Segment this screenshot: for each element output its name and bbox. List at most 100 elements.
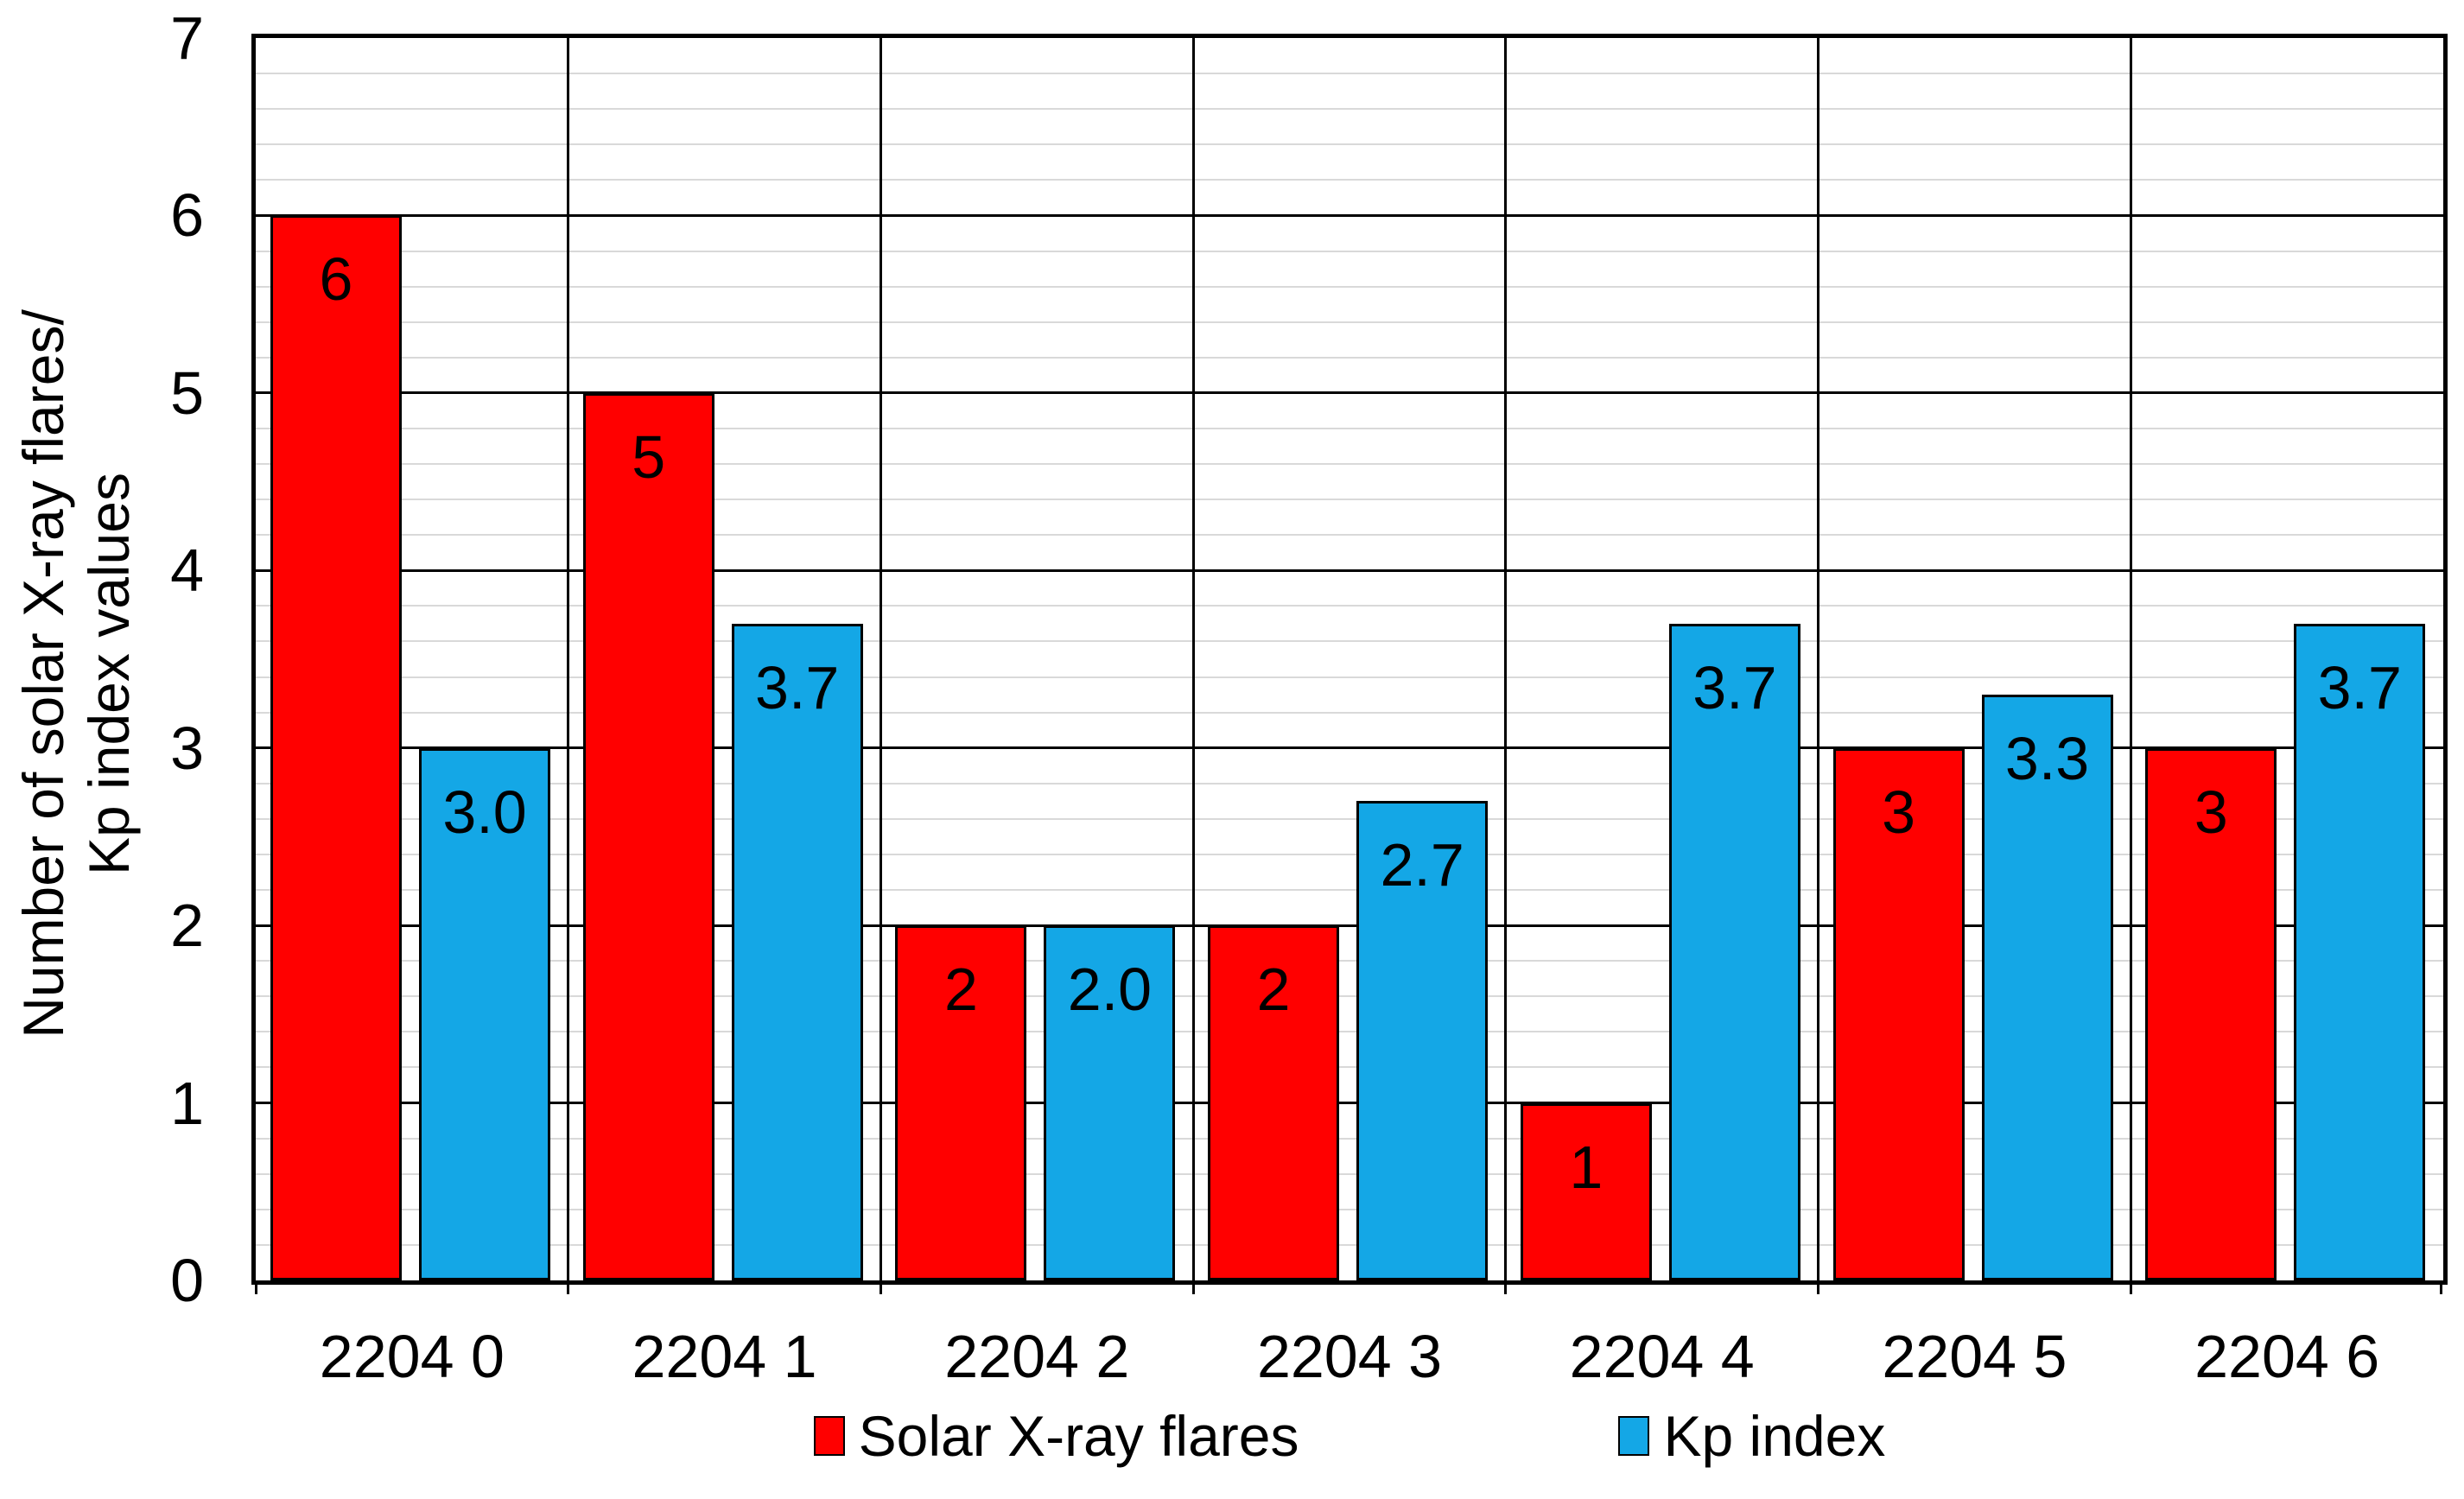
- minor-gridline: [256, 250, 2443, 252]
- minor-gridline: [256, 1137, 2443, 1140]
- minor-gridline: [256, 782, 2443, 784]
- minor-gridline: [256, 711, 2443, 714]
- x-axis-category-label-2204-6: 2204 6: [2194, 1323, 2380, 1390]
- bar-data-label-kp-index-2204-1: 3.7: [755, 653, 840, 721]
- y-axis-tick-label-6: 6: [170, 181, 204, 250]
- minor-gridline: [256, 1031, 2443, 1033]
- minor-gridline: [256, 179, 2443, 181]
- legend-swatch-kp-index: [1618, 1416, 1650, 1456]
- legend-label-solar-x-ray-flares: Solar X-ray flares: [858, 1404, 1299, 1468]
- major-gridline: [256, 391, 2443, 395]
- x-axis-tick-mark: [1817, 1280, 1820, 1294]
- bar-kp-index-2204-1: [731, 623, 863, 1280]
- bar-data-label-solar-x-ray-flares-2204-5: 3: [1882, 778, 1916, 846]
- x-axis-category-label-2204-0: 2204 0: [319, 1323, 505, 1390]
- legend: Solar X-ray flares Kp index: [256, 1393, 2443, 1479]
- y-axis-title-line2: Kp index values: [77, 473, 141, 875]
- minor-gridline: [256, 605, 2443, 607]
- x-axis-tick-mark: [1191, 1280, 1195, 1294]
- bar-data-label-kp-index-2204-2: 2.0: [1067, 956, 1153, 1024]
- y-axis-tick-label-7: 7: [170, 4, 204, 72]
- minor-gridline: [256, 853, 2443, 855]
- x-axis-category-label-2204-4: 2204 4: [1569, 1323, 1755, 1390]
- y-axis-tick-label-4: 4: [170, 537, 204, 605]
- bar-data-label-kp-index-2204-0: 3.0: [442, 778, 527, 846]
- y-axis-tick-label-2: 2: [170, 892, 204, 960]
- bar-data-label-solar-x-ray-flares-2204-6: 3: [2194, 778, 2228, 846]
- y-axis-tick-label-0: 0: [170, 1247, 204, 1314]
- bar-data-label-kp-index-2204-5: 3.3: [2004, 725, 2090, 793]
- major-gridline: [256, 746, 2443, 750]
- plot-area: 6 5 2 2 1 3 3 3.0 3.7 2.0 2.7 3.7 3.3 3.7: [251, 34, 2448, 1294]
- bar-solar-x-ray-flares-2204-5: [1832, 747, 1965, 1280]
- category-separator-gridline: [1817, 38, 1820, 1280]
- bar-kp-index-2204-3: [1356, 801, 1489, 1280]
- bar-solar-x-ray-flares-2204-4: [1520, 1102, 1652, 1280]
- minor-gridline: [256, 534, 2443, 537]
- bar-solar-x-ray-flares-2204-3: [1208, 925, 1340, 1280]
- y-axis-tick-label-5: 5: [170, 359, 204, 427]
- y-axis-tick-label-3: 3: [170, 714, 204, 782]
- category-separator-gridline: [2129, 38, 2132, 1280]
- bar-kp-index-2204-5: [1981, 695, 2113, 1280]
- category-separator-gridline: [879, 38, 882, 1280]
- x-axis-tick-mark: [567, 1280, 570, 1294]
- minor-gridline: [256, 817, 2443, 820]
- category-separator-gridline: [1191, 38, 1195, 1280]
- bar-data-label-kp-index-2204-3: 2.7: [1380, 831, 1464, 899]
- bar-data-label-kp-index-2204-6: 3.7: [2317, 653, 2402, 721]
- legend-item-kp-index: Kp index: [1618, 1404, 1885, 1468]
- x-axis-tick-mark: [254, 1280, 257, 1294]
- minor-gridline: [256, 960, 2443, 962]
- bar-data-label-solar-x-ray-flares-2204-2: 2: [943, 956, 978, 1024]
- minor-gridline: [256, 143, 2443, 146]
- x-axis-tick-mark: [2439, 1280, 2442, 1294]
- major-gridline: [256, 924, 2443, 927]
- major-gridline: [256, 1102, 2443, 1105]
- x-axis-tick-mark: [2129, 1280, 2132, 1294]
- x-axis-tick-mark: [1504, 1280, 1508, 1294]
- x-axis-category-label-2204-1: 2204 1: [632, 1323, 817, 1390]
- minor-gridline: [256, 889, 2443, 892]
- x-axis-category-label-2204-3: 2204 3: [1256, 1323, 1443, 1390]
- bar-kp-index-2204-0: [419, 747, 550, 1280]
- x-axis-category-label-2204-2: 2204 2: [944, 1323, 1130, 1390]
- minor-gridline: [256, 285, 2443, 288]
- bar-solar-x-ray-flares-2204-2: [895, 925, 1027, 1280]
- x-axis-category-label-2204-5: 2204 5: [1882, 1323, 2067, 1390]
- x-axis-tick-mark: [879, 1280, 882, 1294]
- bar-data-label-solar-x-ray-flares-2204-4: 1: [1569, 1133, 1604, 1201]
- bar-data-label-kp-index-2204-4: 3.7: [1692, 653, 1777, 721]
- minor-gridline: [256, 463, 2443, 466]
- minor-gridline: [256, 1066, 2443, 1069]
- bar-data-label-solar-x-ray-flares-2204-3: 2: [1256, 956, 1291, 1024]
- bar-data-label-solar-x-ray-flares-2204-1: 5: [632, 422, 666, 491]
- minor-gridline: [256, 321, 2443, 323]
- legend-label-kp-index: Kp index: [1663, 1404, 1886, 1468]
- y-axis-title: Number of solar X-ray flares/ Kp index v…: [10, 309, 142, 1039]
- minor-gridline: [256, 676, 2443, 678]
- minor-gridline: [256, 1172, 2443, 1175]
- major-gridline: [256, 213, 2443, 217]
- bar-solar-x-ray-flares-2204-0: [270, 215, 402, 1280]
- y-axis-tick-label-1: 1: [170, 1069, 204, 1137]
- bar-kp-index-2204-4: [1668, 623, 1800, 1280]
- minor-gridline: [256, 499, 2443, 501]
- minor-gridline: [256, 108, 2443, 111]
- bar-solar-x-ray-flares-2204-6: [2145, 747, 2277, 1280]
- legend-swatch-solar-x-ray-flares: [813, 1416, 845, 1456]
- minor-gridline: [256, 640, 2443, 643]
- minor-gridline: [256, 356, 2443, 359]
- minor-gridline: [256, 73, 2443, 75]
- minor-gridline: [256, 427, 2443, 429]
- legend-item-solar-x-ray-flares: Solar X-ray flares: [813, 1404, 1299, 1468]
- bar-kp-index-2204-2: [1044, 925, 1176, 1280]
- y-axis-title-line1: Number of solar X-ray flares/: [11, 309, 75, 1039]
- major-gridline: [256, 568, 2443, 572]
- bar-kp-index-2204-6: [2294, 623, 2426, 1280]
- category-separator-gridline: [567, 38, 570, 1280]
- category-separator-gridline: [1504, 38, 1508, 1280]
- minor-gridline: [256, 1208, 2443, 1210]
- bar-data-label-solar-x-ray-flares-2204-0: 6: [319, 245, 353, 314]
